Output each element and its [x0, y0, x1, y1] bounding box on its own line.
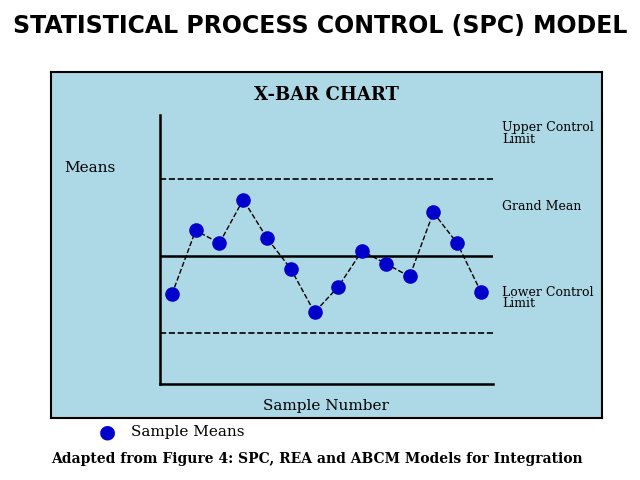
- Text: Lower Control: Lower Control: [502, 286, 594, 300]
- Point: [333, 283, 344, 290]
- Point: [476, 288, 486, 296]
- Text: Grand Mean: Grand Mean: [502, 200, 582, 213]
- Text: Means: Means: [64, 161, 115, 175]
- Point: [238, 196, 248, 204]
- Point: [357, 247, 367, 255]
- Text: Limit: Limit: [502, 132, 536, 146]
- Point: [262, 234, 272, 242]
- Text: Upper Control: Upper Control: [502, 120, 594, 134]
- Text: Sample Means: Sample Means: [131, 425, 244, 439]
- Text: Limit: Limit: [502, 297, 536, 311]
- Point: [381, 260, 391, 267]
- Point: [404, 273, 415, 280]
- Point: [452, 240, 462, 247]
- Point: [191, 227, 201, 234]
- Text: Sample Number: Sample Number: [264, 398, 389, 413]
- Point: [167, 290, 177, 298]
- Point: [285, 265, 296, 273]
- Text: X-BAR CHART: X-BAR CHART: [254, 86, 399, 105]
- Text: ●: ●: [99, 422, 116, 442]
- Point: [428, 209, 438, 216]
- Point: [214, 240, 225, 247]
- Text: Adapted from Figure 4: SPC, REA and ABCM Models for Integration: Adapted from Figure 4: SPC, REA and ABCM…: [51, 452, 583, 466]
- Point: [309, 309, 319, 316]
- Text: STATISTICAL PROCESS CONTROL (SPC) MODEL: STATISTICAL PROCESS CONTROL (SPC) MODEL: [13, 14, 627, 38]
